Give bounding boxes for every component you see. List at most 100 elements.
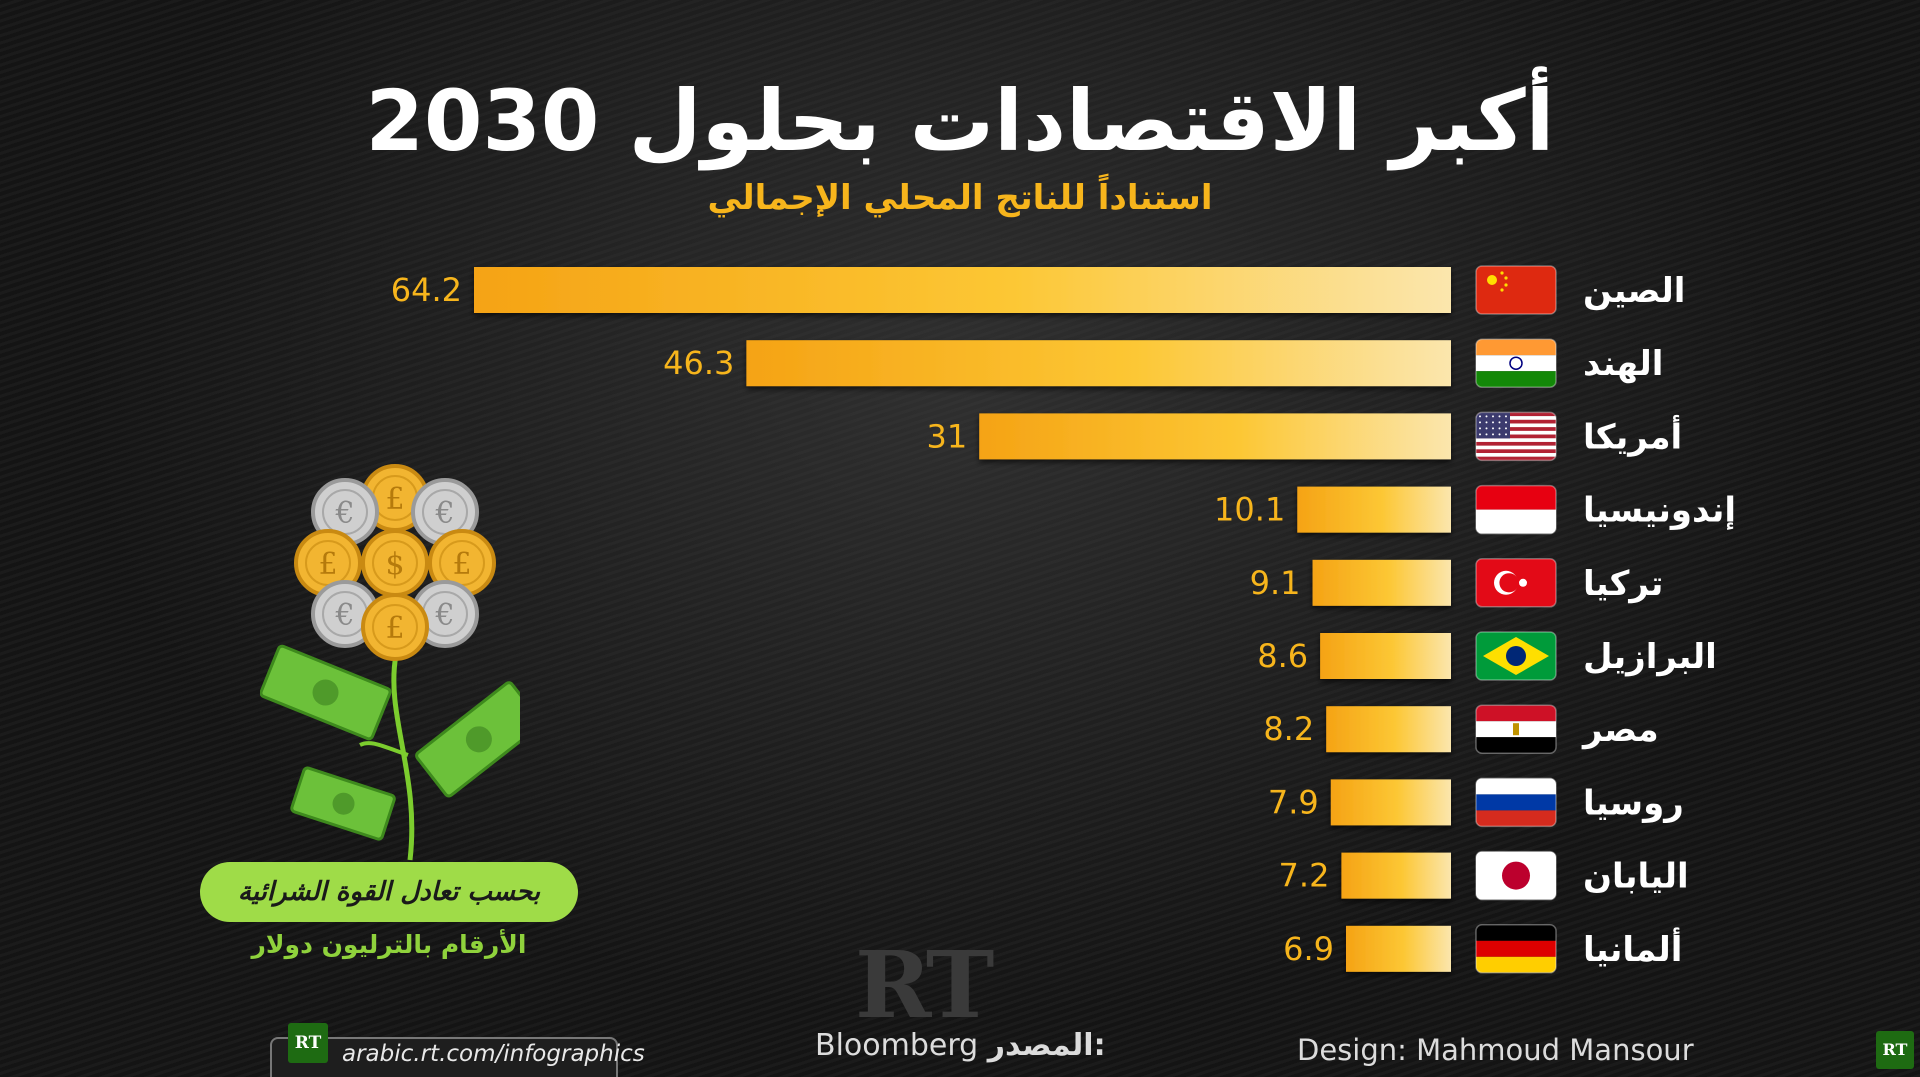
flag-star [1492,433,1494,436]
design-credit: Design: Mahmoud Mansour [1297,1033,1694,1067]
flag-border [1475,631,1557,681]
russia-flag-icon [1475,777,1557,828]
flag-body [1476,485,1556,534]
flag-stripe [1476,810,1556,827]
flag-star [1485,421,1488,424]
flag-stripe [1476,441,1556,446]
bar-1 [474,267,1451,313]
flag-stripe [1476,423,1556,428]
turkey-flag-icon [1475,558,1557,608]
egypt-flag-icon [1475,704,1557,754]
bar-10 [1345,925,1451,972]
source-name: Bloomberg [815,1028,979,1063]
flag-stripe [1476,427,1556,432]
flag-stripe [1476,509,1556,534]
value-label: 10.1 [1214,491,1285,529]
flag-star [1492,415,1494,418]
value-label: 8.2 [1263,710,1314,748]
flag-stripe [1476,419,1556,424]
flag-stripe [1476,794,1556,811]
flag-stripe [1476,737,1556,754]
flag-star [1479,421,1481,424]
flag-eagle [1513,723,1519,736]
coin-symbol: $ [385,547,404,582]
bar-2 [746,340,1451,387]
url-tab[interactable] [270,1037,618,1077]
flag-stripe [1476,430,1556,435]
value-label: 9.1 [1250,564,1301,602]
flag-stripe [1476,434,1556,439]
bar-3 [979,413,1451,460]
flag-stripe [1476,485,1556,510]
flag-body [1476,632,1556,680]
pound-coin-icon: £ [361,593,429,661]
flag-stripe [1476,924,1556,941]
flag-star [1498,433,1501,436]
chart-title: أكبر الاقتصادات بحلول 2030 [365,72,1555,170]
country-label: الهند [1583,344,1663,384]
flag-body [1476,778,1556,827]
flag-disc [1502,861,1530,890]
source-label: المصدر: [987,1028,1106,1063]
flag-star [1504,276,1508,280]
value-label: 31 [927,417,968,455]
flag-stripe [1476,456,1556,461]
flag-border [1475,411,1557,462]
coin-symbol: £ [452,547,471,582]
flag-star [1492,427,1494,430]
flag-wheel [1509,356,1523,370]
flag-star [1505,427,1507,430]
flag-star [1479,427,1481,430]
source-credit: Bloomberg المصدر: [815,1028,1118,1063]
flag-border [1475,777,1557,828]
banknote-icon [290,766,396,841]
flag-star [1500,288,1504,292]
flag-body [1476,558,1556,607]
flag-star [1498,421,1501,424]
flag-body [1476,924,1556,973]
infographics-url[interactable]: arabic.rt.com/infographics [342,1041,645,1067]
flag-star [1504,283,1508,287]
usa-flag-icon [1475,411,1557,462]
flag-star [1479,433,1481,436]
bar-5 [1312,559,1451,606]
bar-8 [1330,779,1451,826]
dollar-coin-icon: $ [361,529,429,597]
japan-flag-icon [1475,850,1557,901]
brazil-flag-icon [1475,631,1557,681]
units-note: الأرقام بالترليون دولار [251,930,527,959]
flag-star [1485,415,1488,418]
chart-subtitle: استناداً للناتج المحلي الإجمالي [707,178,1213,218]
flag-star [1492,421,1494,424]
flag-globe [1506,646,1526,666]
flag-border [1475,558,1557,608]
flag-body [1476,412,1556,461]
flag-stripe [1476,416,1556,420]
indonesia-flag-icon [1475,484,1557,535]
country-label: إندونيسيا [1583,491,1736,531]
flag-stripe [1476,438,1556,443]
flag-border [1475,338,1557,388]
coin-symbol: £ [385,482,404,517]
country-label: تركيا [1583,564,1663,604]
flag-border [1475,484,1557,535]
flag-star [1479,415,1481,418]
euro-coin-icon: € [311,478,379,546]
country-label: روسيا [1583,783,1684,823]
flag-stripe [1476,371,1556,388]
country-label: اليابان [1583,857,1689,897]
china-flag-icon [1475,265,1557,315]
flag-star [1498,427,1501,430]
country-label: ألمانيا [1583,927,1682,970]
flag-body [1476,705,1556,754]
flag-body [1476,339,1556,388]
bar-6 [1320,633,1451,679]
flag-stripe [1476,355,1556,372]
rt-watermark: RT [855,931,994,1039]
flag-border [1475,265,1557,315]
coin-symbol: € [434,598,454,633]
coin-symbol: £ [318,547,337,582]
flag-stripe [1476,778,1556,795]
flag-field [1476,266,1556,314]
